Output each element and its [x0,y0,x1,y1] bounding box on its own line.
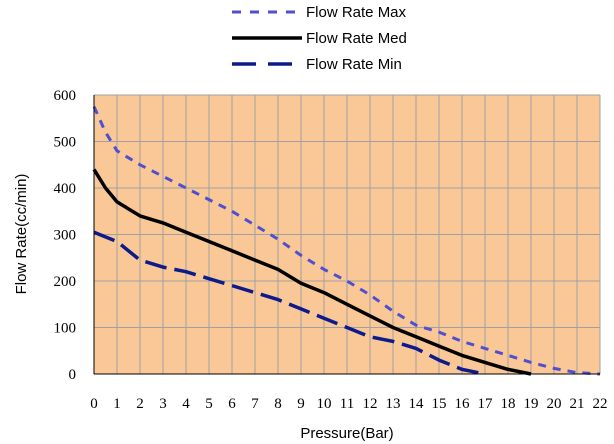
legend-label-flow-rate-med: Flow Rate Med [306,30,407,47]
x-tick-label: 2 [136,396,144,412]
x-tick-label: 0 [90,396,98,412]
x-tick-label: 9 [297,396,305,412]
x-tick-label: 22 [593,396,608,412]
x-tick-label: 8 [274,396,282,412]
x-tick-label: 17 [478,396,494,412]
series-line-flow-rate-min [93,230,486,376]
x-tick-label: 4 [182,396,190,412]
series-layer [92,105,601,376]
axes [93,95,600,375]
series-line-flow-rate-max [92,105,601,376]
legend: Flow Rate Max Flow Rate Med Flow Rate Min [232,4,407,73]
y-tick-label: 100 [54,321,77,337]
x-tick-label: 10 [317,396,332,412]
x-tick-label: 21 [570,396,585,412]
legend-label-flow-rate-max: Flow Rate Max [306,4,407,21]
y-tick-label: 500 [54,135,77,151]
x-axis-label: Pressure(Bar) [300,425,393,442]
x-tick-label: 3 [159,396,167,412]
x-tick-label: 20 [547,396,562,412]
y-tick-label: 400 [54,181,77,197]
x-tick-labels: 0 1 2 3 4 5 6 7 8 9 10 11 12 13 14 15 16 17 18 19 20 21 22 [90,396,607,412]
legend-label-flow-rate-min: Flow Rate Min [306,56,402,73]
y-tick-label: 600 [54,88,77,104]
x-tick-label: 12 [363,396,378,412]
x-tick-label: 19 [524,396,539,412]
y-tick-label: 300 [54,228,77,244]
x-tick-label: 5 [205,396,213,412]
y-tick-labels: 0 100 200 300 400 500 600 [54,88,77,383]
y-axis-label: Flow Rate(cc/min) [13,174,30,295]
y-tick-label: 200 [54,274,77,290]
series-line-flow-rate-med [92,168,532,376]
x-tick-label: 6 [228,396,236,412]
x-tick-label: 14 [409,396,425,412]
x-tick-label: 13 [386,396,401,412]
x-tick-label: 18 [501,396,516,412]
x-tick-label: 16 [455,396,471,412]
x-tick-label: 7 [251,396,259,412]
y-tick-label: 0 [69,367,77,383]
x-tick-label: 11 [340,396,354,412]
x-tick-label: 15 [432,396,447,412]
x-tick-label: 1 [113,396,121,412]
